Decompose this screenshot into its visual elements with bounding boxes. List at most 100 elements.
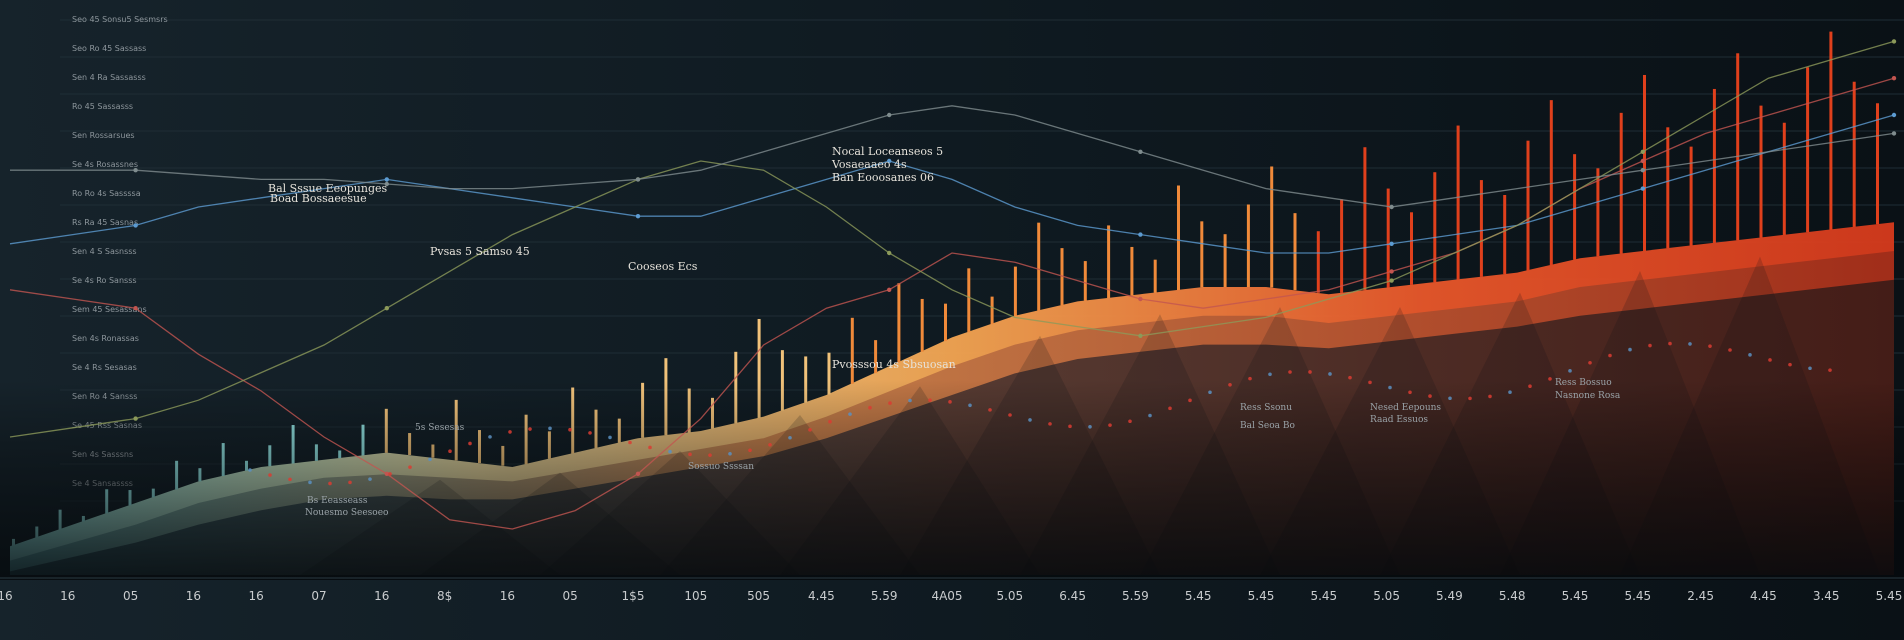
scatter-point — [908, 398, 912, 403]
spike-bar — [1689, 146, 1693, 246]
x-tick-label: 6.45 — [1059, 589, 1086, 603]
x-tick-label: 505 — [747, 589, 770, 603]
trend-line-point — [1891, 131, 1897, 136]
y-side-label: Seo 45 Sonsu5 Sesmsrs — [72, 15, 168, 24]
spike-bar — [1619, 112, 1623, 254]
spike-bar — [1596, 168, 1600, 257]
scatter-point — [1328, 372, 1332, 376]
scatter-point — [1088, 425, 1092, 429]
scatter-point — [1408, 390, 1412, 395]
scatter-point — [968, 403, 972, 408]
scatter-point — [1648, 343, 1652, 348]
trend-line-point — [1640, 186, 1646, 191]
annotation-label: Nasnone Rosa — [1555, 391, 1621, 401]
x-tick-label: 4.45 — [1750, 589, 1777, 603]
annotation-label: Ban Eooosanes 06 — [832, 171, 934, 184]
spike-bar — [1107, 225, 1111, 299]
scatter-point — [1168, 406, 1172, 411]
spike-bar — [990, 296, 994, 325]
spike-bar — [1759, 105, 1763, 238]
spike-bar — [1410, 212, 1413, 285]
scatter-point — [1608, 353, 1612, 358]
scatter-point — [888, 401, 892, 405]
spike-bar — [1386, 188, 1390, 288]
scatter-point — [388, 472, 392, 476]
trend-line-4 — [10, 105, 1895, 208]
spike-bar — [1876, 103, 1879, 225]
trend-line-point — [384, 177, 389, 182]
trend-line-3 — [9, 40, 1895, 438]
x-tick-label: 105 — [684, 589, 707, 603]
scatter-point — [708, 453, 712, 457]
scatter-point — [268, 473, 272, 477]
x-tick-label: 8$ — [437, 589, 452, 603]
scatter-point — [488, 435, 492, 439]
scatter-point — [288, 477, 292, 482]
scatter-point — [1228, 382, 1232, 387]
scatter-point — [1708, 344, 1712, 348]
trend-line-point — [635, 177, 641, 182]
spike-bar — [1712, 88, 1716, 243]
scatter-point — [548, 426, 552, 431]
scatter-point — [468, 441, 472, 446]
trend-line-point — [1891, 112, 1897, 118]
spike-bar — [897, 283, 901, 363]
spike-bar — [1200, 221, 1204, 288]
scatter-point — [1768, 358, 1772, 362]
trend-line-point — [133, 416, 138, 421]
annotation-label: Ress Ssonu — [1240, 403, 1292, 413]
spike-bar — [1013, 266, 1017, 317]
annotation-label: Nouesmo Seesoeo — [305, 508, 388, 518]
scatter-point — [1468, 396, 1472, 401]
trend-line-point — [1389, 269, 1394, 274]
spike-bar — [757, 318, 761, 418]
y-side-label: Rs Ra 45 Sasnas — [72, 218, 138, 227]
x-tick-label: 4A05 — [931, 589, 962, 603]
scatter-point — [728, 451, 732, 456]
scatter-point — [788, 435, 792, 440]
y-side-label: Sen 4s Ronassas — [72, 334, 139, 343]
scatter-point — [848, 412, 852, 416]
spike-bar — [1153, 259, 1157, 293]
scatter-point — [588, 431, 592, 435]
spike-bar — [1083, 261, 1087, 301]
spike-bar — [1456, 125, 1460, 280]
spike-bar — [1806, 67, 1810, 233]
scatter-point — [1368, 380, 1372, 385]
spike-bar — [1829, 31, 1833, 230]
scatter-point — [1288, 370, 1292, 374]
scatter-point — [1308, 370, 1312, 374]
x-tick-label: 5.49 — [1436, 589, 1463, 603]
trend-line-point — [887, 158, 892, 164]
spike-bar — [967, 268, 971, 333]
x-tick-label: 16 — [0, 589, 13, 603]
bottom-fade — [0, 380, 1904, 580]
trend-line-point — [887, 112, 892, 118]
scatter-point — [1188, 398, 1192, 403]
annotation-label: Pvsas 5 Samso 45 — [430, 245, 530, 258]
scatter-point — [528, 427, 532, 431]
scatter-point — [1528, 384, 1532, 389]
scatter-point — [988, 408, 992, 412]
x-tick-label: 5.45 — [1310, 589, 1337, 603]
scatter-point — [1588, 360, 1592, 365]
scatter-point — [1068, 424, 1072, 429]
scatter-point — [1348, 375, 1352, 380]
x-tick-label: 5.59 — [871, 589, 898, 603]
scatter-point — [1828, 368, 1832, 372]
scatter-point — [668, 449, 672, 454]
scatter-point — [628, 440, 632, 445]
scatter-point — [1448, 396, 1452, 401]
annotation-label: Sossuo Ssssan — [688, 462, 754, 472]
trend-line-point — [635, 214, 641, 219]
trend-line-point — [887, 250, 892, 256]
annotation-label: 5s Sesesas — [415, 423, 465, 433]
y-side-label: Se 4 Rs Sesasas — [72, 363, 137, 372]
x-tick-label: 05 — [563, 589, 578, 603]
scatter-point — [1148, 413, 1152, 418]
spike-bar — [1503, 195, 1507, 275]
spike-bar — [1479, 180, 1483, 277]
annotation-label: Bal Sssue Eeopunges — [268, 182, 387, 195]
annotation-label: Cooseos Ecs — [628, 260, 698, 273]
